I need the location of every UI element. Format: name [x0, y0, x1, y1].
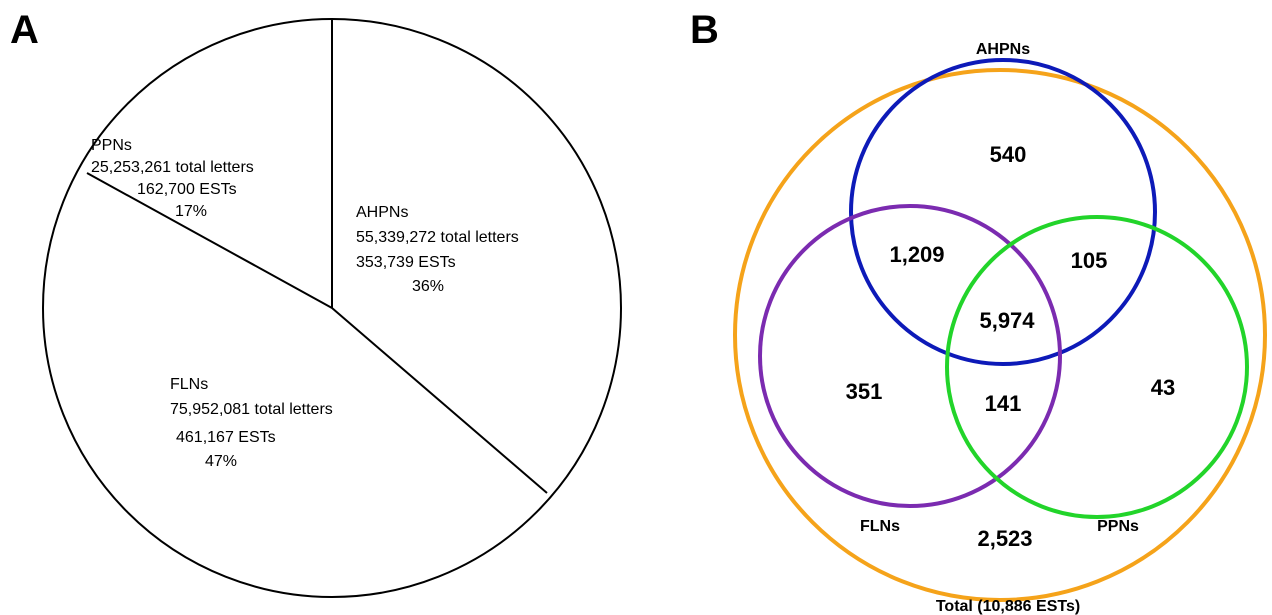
pie-divider-ahpn-fln [331, 307, 548, 494]
venn-ahpns-circle [849, 58, 1157, 366]
venn-label-flns: FLNs [860, 518, 900, 535]
slice-name: PPNs [91, 137, 132, 154]
venn-total-label: Total (10,886 ESTs) [936, 598, 1080, 615]
slice-letters: 75,952,081 total letters [170, 401, 333, 418]
pie-slice-label-flns: FLNs 75,952,081 total letters 461,167 ES… [170, 376, 333, 470]
venn-region-ahpn-ppn: 105 [1071, 248, 1108, 273]
slice-ests: 461,167 ESTs [176, 429, 276, 446]
slice-percent: 47% [205, 453, 237, 470]
slice-name: AHPNs [356, 204, 408, 221]
venn-region-all-three: 5,974 [979, 308, 1035, 333]
pie-slice-label-ahpns: AHPNs 55,339,272 total letters 353,739 E… [356, 204, 519, 295]
venn-region-none: 2,523 [977, 526, 1032, 551]
venn-region-ahpn-only: 540 [990, 142, 1027, 167]
slice-letters: 25,253,261 total letters [91, 159, 254, 176]
slice-letters: 55,339,272 total letters [356, 229, 519, 246]
venn-flns-circle [758, 204, 1062, 508]
pie-divider-fln-ppn [86, 172, 333, 309]
venn-region-ppn-only: 43 [1151, 375, 1175, 400]
venn-label-ahpns: AHPNs [976, 41, 1030, 58]
venn-region-fln-ppn: 141 [985, 391, 1022, 416]
venn-diagram: AHPNs FLNs PPNs Total (10,886 ESTs) 540 … [733, 41, 1267, 615]
venn-region-fln-only: 351 [846, 379, 883, 404]
slice-ests: 162,700 ESTs [137, 181, 237, 198]
pie-chart: PPNs 25,253,261 total letters 162,700 ES… [42, 18, 622, 598]
panel-label-b: B [690, 8, 719, 52]
venn-total-circle [733, 68, 1267, 602]
slice-percent: 36% [412, 278, 444, 295]
pie-slice-label-ppns: PPNs 25,253,261 total letters 162,700 ES… [91, 137, 254, 220]
venn-region-ahpn-fln: 1,209 [889, 242, 944, 267]
slice-name: FLNs [170, 376, 208, 393]
venn-label-ppns: PPNs [1097, 518, 1139, 535]
slice-ests: 353,739 ESTs [356, 254, 456, 271]
panel-label-a: A [10, 8, 39, 52]
venn-ppns-circle [945, 215, 1249, 519]
slice-percent: 17% [175, 203, 207, 220]
